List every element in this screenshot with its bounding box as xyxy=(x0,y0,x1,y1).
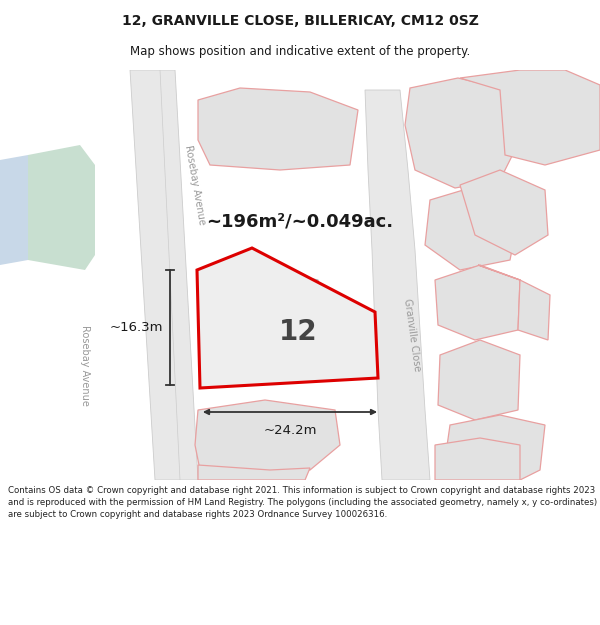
Text: 12, GRANVILLE CLOSE, BILLERICAY, CM12 0SZ: 12, GRANVILLE CLOSE, BILLERICAY, CM12 0S… xyxy=(122,14,478,28)
Polygon shape xyxy=(435,265,520,340)
Polygon shape xyxy=(198,88,358,170)
Polygon shape xyxy=(0,155,35,265)
Polygon shape xyxy=(365,90,430,480)
Polygon shape xyxy=(198,465,310,480)
Polygon shape xyxy=(425,185,520,270)
Text: Rosebay Avenue: Rosebay Avenue xyxy=(183,144,207,226)
Polygon shape xyxy=(478,265,550,340)
Polygon shape xyxy=(438,340,520,420)
Text: ~24.2m: ~24.2m xyxy=(263,424,317,437)
Polygon shape xyxy=(197,248,378,388)
Text: Map shows position and indicative extent of the property.: Map shows position and indicative extent… xyxy=(130,46,470,59)
Polygon shape xyxy=(435,438,520,480)
Text: Rosebay Avenue: Rosebay Avenue xyxy=(80,324,90,406)
Polygon shape xyxy=(460,70,600,165)
Polygon shape xyxy=(445,415,545,485)
Polygon shape xyxy=(405,78,520,188)
Text: Granville Close: Granville Close xyxy=(402,298,422,372)
Polygon shape xyxy=(130,70,198,480)
Polygon shape xyxy=(250,265,328,325)
Text: 12: 12 xyxy=(278,318,317,346)
Polygon shape xyxy=(28,145,95,270)
Text: ~16.3m: ~16.3m xyxy=(110,321,163,334)
Polygon shape xyxy=(195,400,340,475)
Text: Contains OS data © Crown copyright and database right 2021. This information is : Contains OS data © Crown copyright and d… xyxy=(8,486,597,519)
Polygon shape xyxy=(460,170,548,255)
Text: ~196m²/~0.049ac.: ~196m²/~0.049ac. xyxy=(206,213,394,231)
